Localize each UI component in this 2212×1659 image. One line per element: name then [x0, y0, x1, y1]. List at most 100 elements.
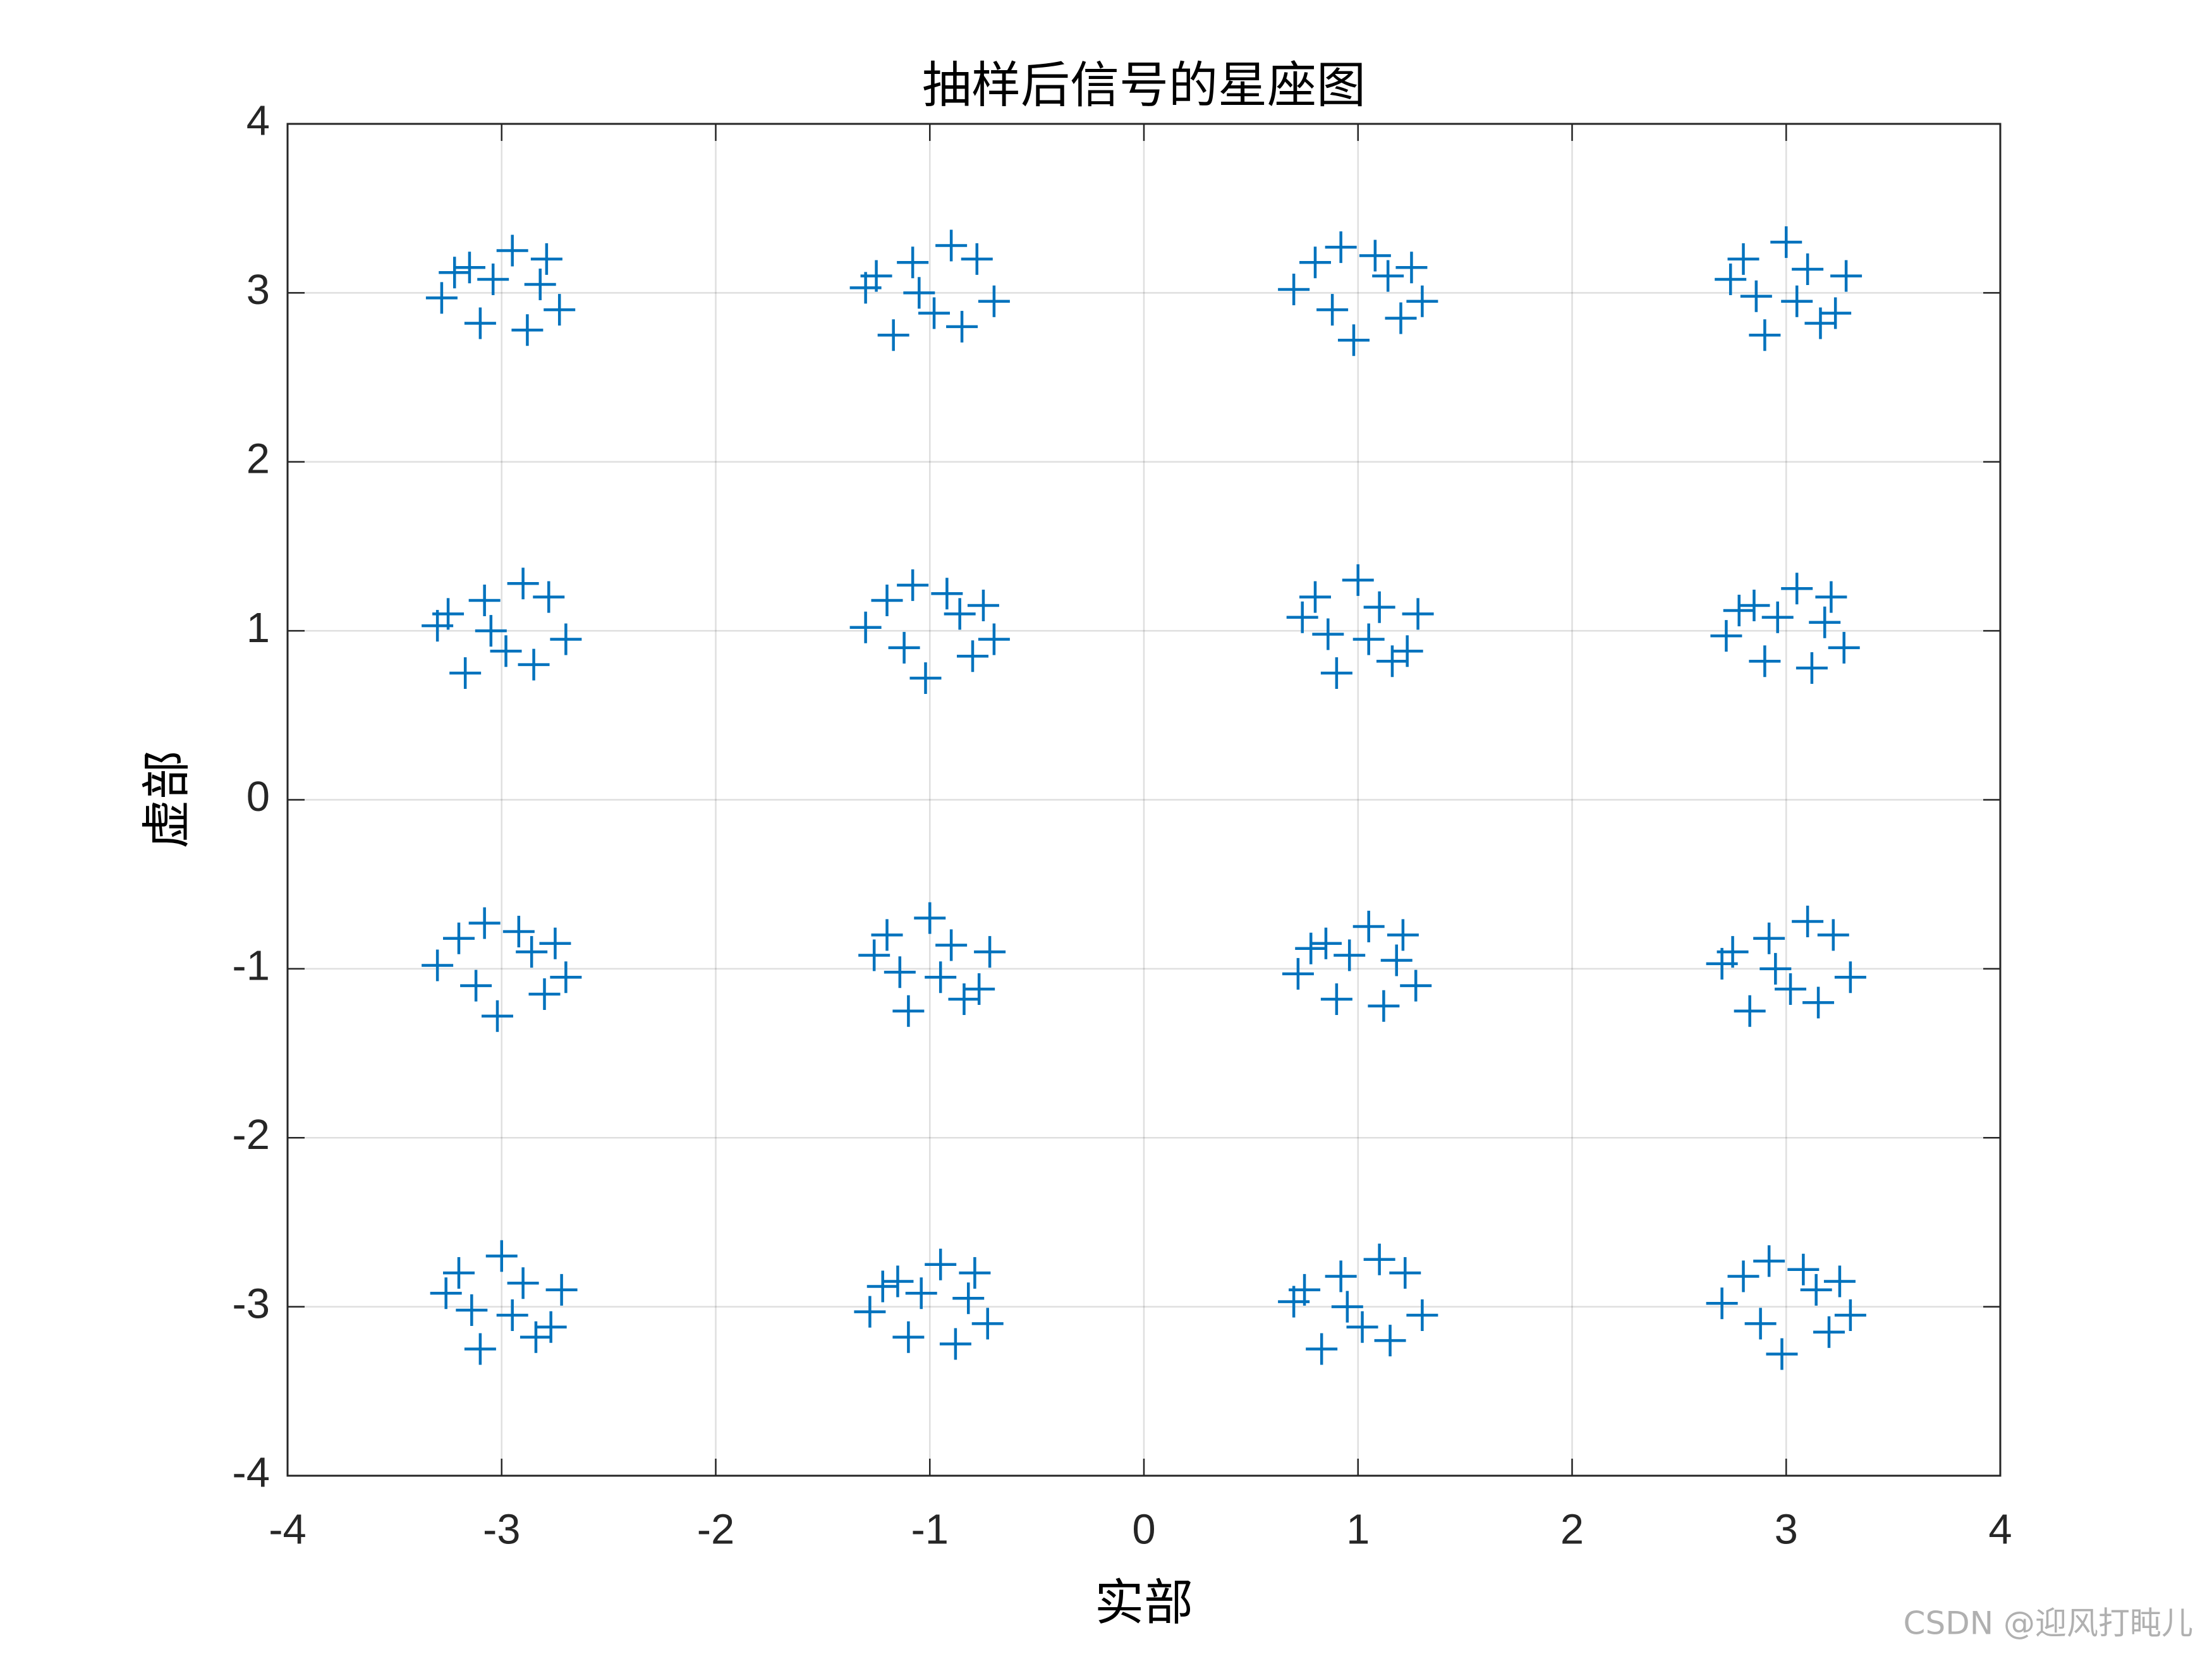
- x-tick-label: 3: [1775, 1506, 1798, 1553]
- marker: [1406, 1299, 1438, 1331]
- marker: [1325, 231, 1357, 264]
- marker: [1706, 947, 1738, 980]
- marker: [507, 568, 539, 600]
- marker: [1781, 285, 1813, 317]
- marker: [897, 569, 929, 601]
- marker: [1385, 302, 1417, 334]
- y-tick-label: -3: [232, 1280, 270, 1327]
- marker: [952, 1282, 985, 1315]
- marker: [946, 310, 978, 343]
- marker: [477, 263, 509, 295]
- marker: [1406, 285, 1438, 317]
- marker: [1380, 944, 1413, 976]
- marker: [490, 635, 522, 667]
- marker: [1727, 1260, 1759, 1292]
- x-tick-label: 1: [1346, 1506, 1370, 1553]
- marker: [1299, 246, 1331, 279]
- y-tick-label: -1: [232, 942, 270, 990]
- marker: [974, 936, 1006, 968]
- marker: [1761, 601, 1794, 633]
- marker: [530, 243, 562, 275]
- marker: [1828, 631, 1860, 664]
- marker: [1766, 1338, 1798, 1370]
- marker: [1823, 1265, 1856, 1297]
- marker: [1387, 919, 1419, 951]
- marker: [918, 297, 951, 329]
- marker: [1334, 939, 1366, 971]
- marker: [1389, 1257, 1421, 1289]
- marker: [1337, 324, 1370, 356]
- marker: [1320, 983, 1352, 1015]
- marker: [539, 927, 571, 959]
- marker: [1802, 987, 1835, 1019]
- marker: [978, 623, 1010, 655]
- marker: [496, 234, 528, 267]
- marker: [914, 902, 946, 934]
- marker: [1346, 1311, 1378, 1343]
- y-tick-label: -2: [232, 1111, 270, 1158]
- marker: [1738, 590, 1770, 622]
- marker: [1363, 591, 1395, 623]
- marker: [892, 995, 925, 1027]
- plot-frame: [286, 123, 2002, 1477]
- marker: [443, 922, 475, 954]
- marker: [544, 294, 576, 326]
- marker: [535, 1311, 567, 1343]
- y-tick-label: 3: [246, 266, 270, 313]
- marker: [485, 1240, 518, 1272]
- marker: [1306, 1333, 1338, 1365]
- marker: [1402, 598, 1434, 630]
- marker: [1312, 618, 1344, 650]
- marker: [511, 314, 544, 346]
- y-tick-label: 0: [246, 773, 270, 820]
- marker: [502, 916, 535, 948]
- marker: [978, 285, 1010, 317]
- marker: [961, 243, 993, 275]
- marker: [1820, 297, 1852, 329]
- marker: [1363, 1243, 1395, 1275]
- y-tick-label: 2: [246, 435, 270, 482]
- marker: [959, 1257, 991, 1289]
- marker: [909, 662, 942, 694]
- marker: [1781, 573, 1813, 605]
- marker: [439, 257, 471, 289]
- x-tick-label: 0: [1132, 1506, 1155, 1553]
- marker: [877, 319, 909, 351]
- x-axis-label: 实部: [1095, 1575, 1193, 1632]
- marker: [858, 939, 890, 971]
- marker: [1770, 226, 1802, 258]
- marker: [1759, 952, 1792, 985]
- chart-title: 抽样后信号的星座图: [922, 58, 1366, 114]
- marker: [849, 611, 882, 643]
- marker: [1352, 911, 1385, 943]
- marker: [1749, 319, 1781, 351]
- marker: [1753, 1245, 1785, 1277]
- marker: [430, 1277, 462, 1310]
- marker: [888, 631, 920, 664]
- marker: [1295, 932, 1327, 964]
- marker: [1359, 240, 1391, 272]
- marker: [1400, 969, 1432, 1002]
- marker: [422, 610, 454, 642]
- marker: [967, 590, 999, 622]
- marker: [854, 1296, 886, 1328]
- y-tick-label: 1: [246, 604, 270, 652]
- marker: [449, 657, 482, 689]
- marker: [1809, 606, 1841, 638]
- marker: [1815, 581, 1847, 613]
- marker: [1796, 652, 1828, 684]
- marker: [1325, 1260, 1357, 1292]
- marker: [1278, 274, 1310, 306]
- marker: [935, 229, 968, 262]
- marker: [496, 1299, 528, 1331]
- marker: [1834, 961, 1866, 994]
- marker: [1775, 973, 1807, 1005]
- marker: [884, 956, 916, 988]
- marker: [1792, 906, 1824, 938]
- marker: [545, 1273, 578, 1306]
- marker: [897, 246, 929, 279]
- marker: [1391, 635, 1423, 667]
- marker: [1316, 294, 1349, 326]
